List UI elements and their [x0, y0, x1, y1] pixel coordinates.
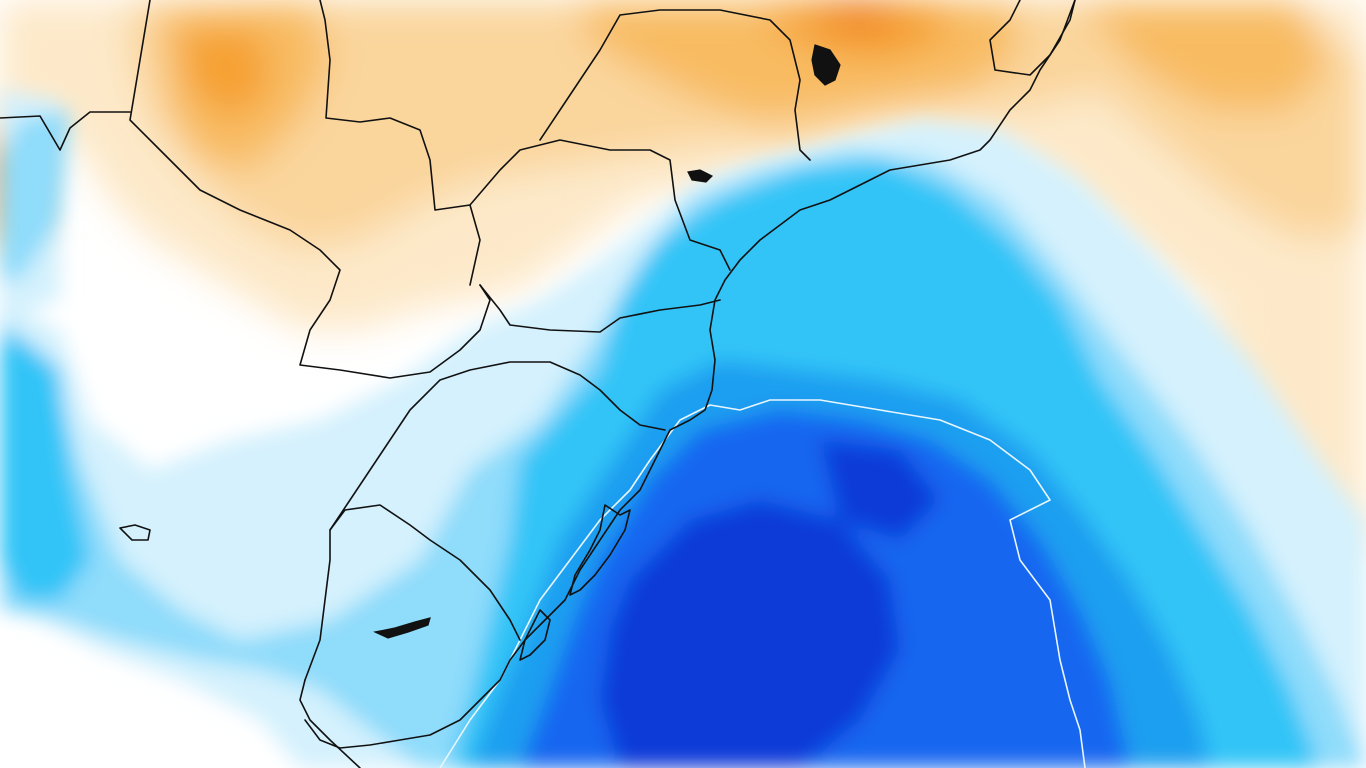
inland-water — [119, 44, 841, 639]
reservoir-south — [373, 617, 431, 639]
reservoir-central — [687, 169, 714, 183]
boundary-lines — [0, 0, 1076, 768]
border-west-1 — [129, 0, 491, 379]
coastline-main — [304, 0, 1076, 749]
border-state-sc — [479, 284, 721, 333]
zero-anomaly-contour — [439, 399, 1086, 768]
reservoir-north — [811, 44, 841, 86]
cold-anomaly-region — [0, 90, 1366, 768]
coastline-lagoon — [569, 504, 631, 596]
border-central-1 — [319, 0, 481, 286]
border-north-2 — [539, 9, 811, 161]
border-south — [299, 679, 361, 768]
border-northeast — [989, 0, 1076, 76]
border-uruguay — [304, 504, 521, 681]
island-west — [119, 524, 151, 541]
border-state-rs — [329, 361, 666, 531]
border-central-2 — [469, 139, 731, 271]
coastline-lagoon-2 — [519, 609, 551, 661]
border-north-1 — [0, 111, 131, 151]
coastline — [304, 0, 1076, 749]
